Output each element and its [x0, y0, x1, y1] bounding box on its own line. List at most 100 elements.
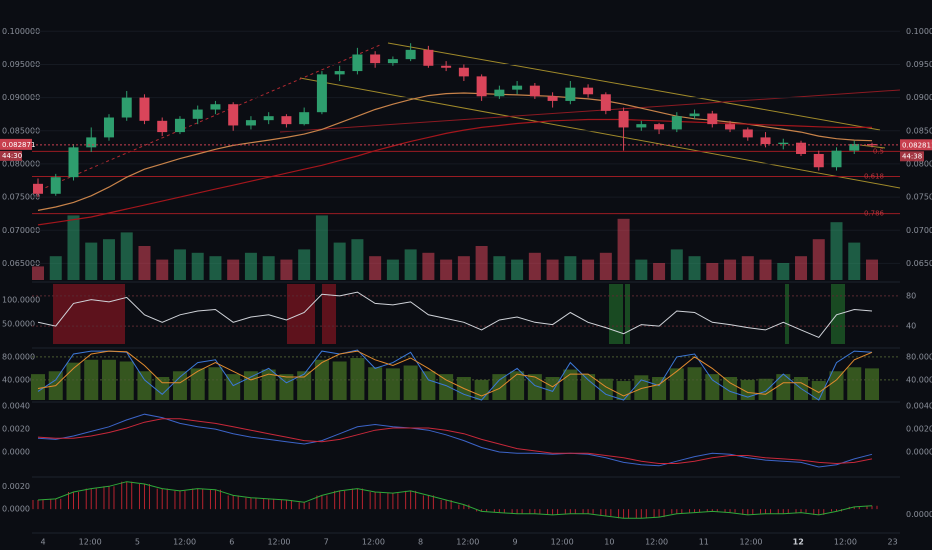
candle-body — [618, 110, 629, 128]
candle-body — [813, 153, 824, 168]
price-label: 0.082811 — [902, 141, 932, 149]
volume-bar — [457, 256, 470, 280]
candle-body — [494, 89, 505, 97]
y-tick-label: 0.0000 — [2, 448, 30, 457]
candle-body — [671, 116, 682, 130]
volume-bar — [599, 252, 612, 280]
candle-body — [742, 129, 753, 138]
y-tick-label: 0.085000 — [2, 126, 40, 135]
stoch-bar — [403, 365, 418, 400]
x-tick-label: 7 — [324, 538, 329, 547]
stoch-bar — [669, 368, 684, 400]
stoch-line — [37, 349, 873, 401]
candle-body — [33, 183, 43, 194]
volume-bar — [315, 215, 328, 280]
volume-bar — [475, 246, 488, 280]
stoch-bar — [527, 374, 542, 400]
candle-body — [423, 49, 434, 66]
candle-body — [370, 54, 381, 64]
stoch-bar — [652, 377, 667, 400]
volume-bar — [528, 252, 541, 280]
candle-body — [654, 124, 665, 130]
price-box — [900, 139, 932, 151]
volume-bar — [493, 256, 506, 280]
volume-bar — [706, 263, 719, 280]
timer-label: 44:38 — [902, 152, 922, 160]
stoch-bar — [297, 371, 312, 400]
candle-body — [281, 116, 292, 125]
candle-body — [725, 124, 736, 130]
y-tick-label: 0.0000 — [906, 510, 932, 519]
y-tick-label: 0.100000 — [906, 27, 932, 36]
x-tick-label: 10 — [604, 538, 614, 547]
stoch-bar — [119, 361, 134, 400]
stoch-bar — [421, 371, 436, 400]
volume-bar — [191, 252, 204, 280]
volume-bar — [511, 259, 524, 280]
y-tick-label: 0.070000 — [906, 226, 932, 235]
volume-bar — [49, 256, 62, 280]
y-tick-label: 0.0020 — [2, 425, 30, 434]
price-box — [0, 138, 32, 150]
stoch-bar — [84, 359, 99, 400]
candle-body — [583, 87, 594, 95]
candle-body — [121, 97, 132, 118]
y-tick-label: 40.0000 — [906, 375, 932, 384]
stoch-bar — [723, 377, 738, 400]
price-label: 0.082871 — [2, 141, 35, 149]
stoch-bar — [439, 374, 454, 400]
y-tick-label: 0.065000 — [2, 259, 40, 268]
y-tick-label: 0.080000 — [906, 159, 932, 168]
volume-bar — [741, 256, 754, 280]
volume-bar — [848, 242, 861, 280]
volume-bar — [244, 252, 257, 280]
y-tick-label: 40.0000 — [2, 375, 35, 384]
stoch-bar — [385, 368, 400, 400]
stoch-bar — [705, 374, 720, 400]
stoch-bar — [279, 374, 294, 400]
y-tick-label: 0.0040 — [906, 402, 932, 411]
volume-bar — [688, 256, 701, 280]
candle-body — [352, 54, 363, 72]
trend-line — [279, 89, 901, 133]
moving-average — [37, 118, 872, 226]
candle-body — [529, 85, 540, 97]
stoch-bar — [510, 371, 525, 400]
candle-body — [849, 144, 860, 151]
volume-bar — [262, 256, 275, 280]
candle-body — [228, 104, 239, 126]
candle-body — [707, 113, 718, 125]
candle-body — [760, 137, 771, 145]
timer-label: 44:30 — [2, 152, 22, 160]
y-tick-label: 0.075000 — [2, 193, 40, 202]
stoch-bar — [616, 381, 631, 400]
stoch-bar — [261, 369, 276, 400]
volume-bar — [138, 246, 151, 280]
stoch-bar — [758, 378, 773, 400]
volume-bar — [635, 259, 648, 280]
rsi-line — [37, 291, 873, 339]
x-tick-label: 12:00 — [739, 538, 762, 547]
stoch-bar — [243, 371, 258, 400]
volume-bar — [173, 249, 186, 280]
y-tick-label: 0.075000 — [906, 193, 932, 202]
y-tick-label: 80.0000 — [906, 352, 932, 361]
volume-bar — [280, 259, 293, 280]
stoch-bar — [190, 368, 205, 400]
x-tick-label: 5 — [135, 538, 140, 547]
candle-body — [103, 117, 114, 138]
volume-bar — [866, 259, 878, 280]
x-tick-label: 8 — [418, 538, 423, 547]
candle-body — [174, 118, 185, 133]
candle-body — [334, 71, 345, 75]
candle-body — [86, 137, 97, 148]
stoch-bar — [368, 367, 383, 400]
stoch-bar — [687, 367, 702, 400]
volume-bar — [670, 249, 683, 280]
volume-bar — [830, 222, 843, 280]
fib-label: 0.786 — [864, 210, 885, 218]
y-tick-label: 0.0040 — [2, 402, 30, 411]
volume-bar — [298, 249, 311, 280]
candle-body — [139, 97, 150, 121]
candle-body — [565, 87, 576, 101]
